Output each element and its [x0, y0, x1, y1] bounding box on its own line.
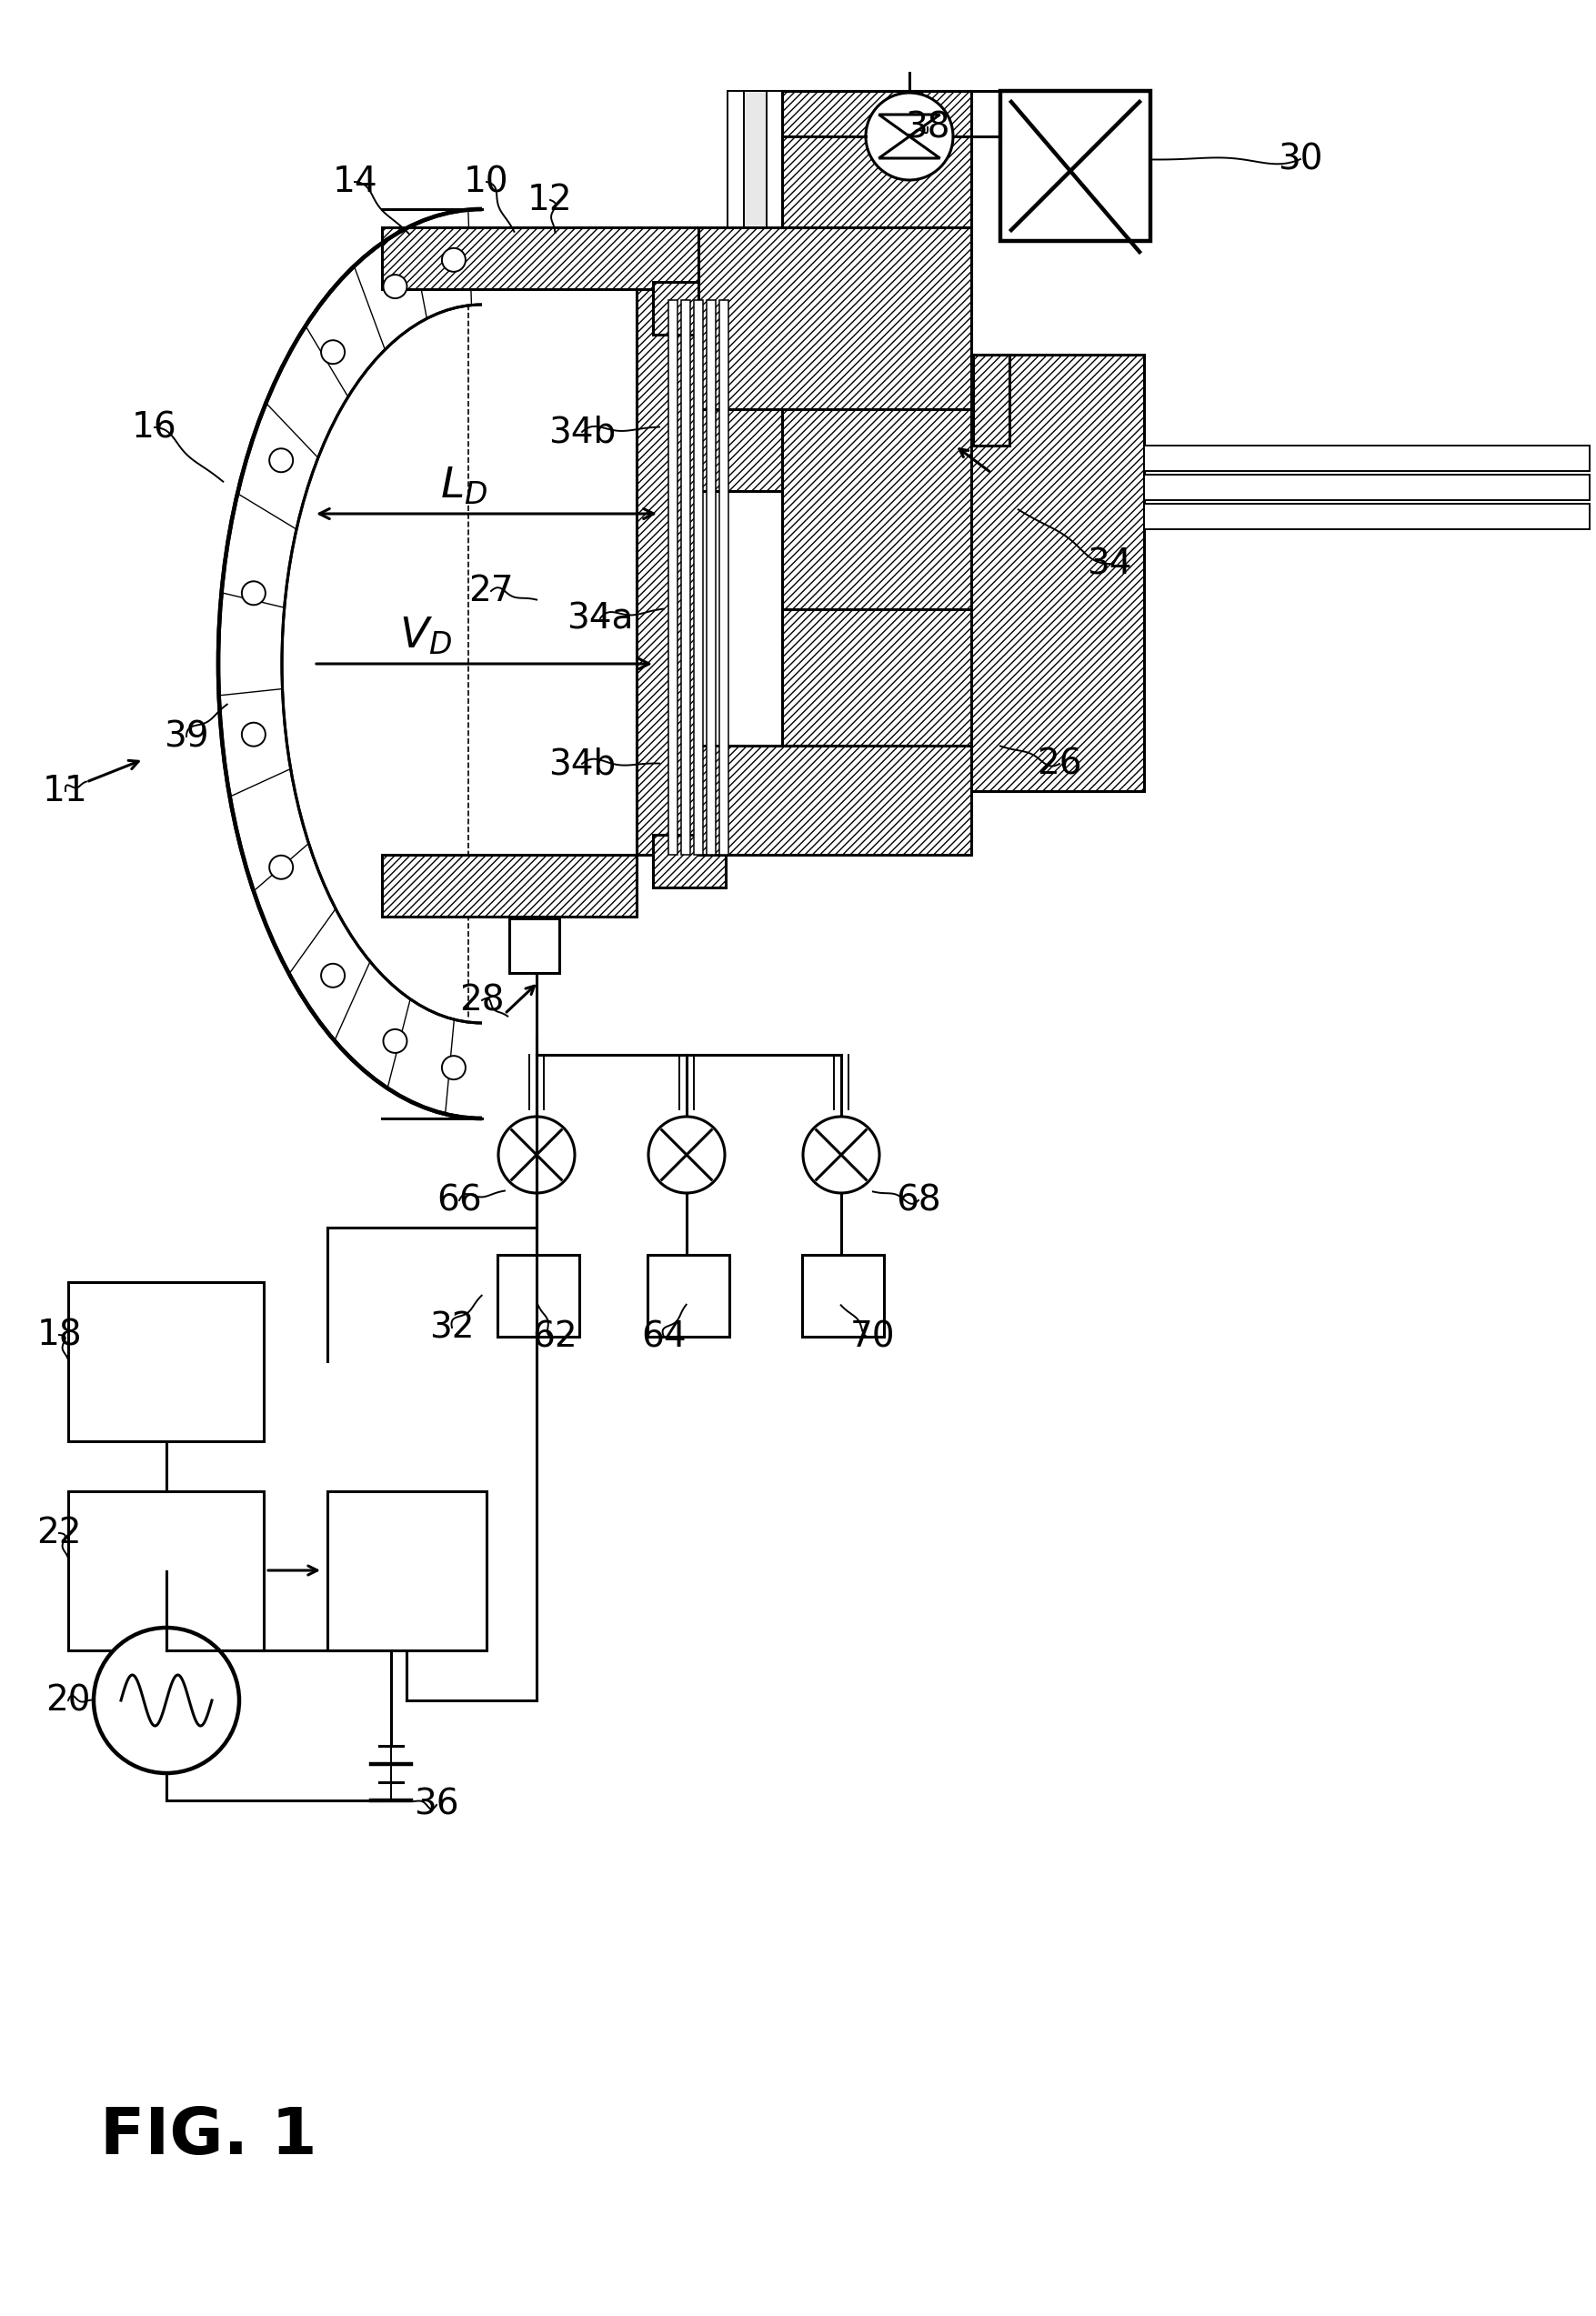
Bar: [694, 301, 702, 855]
Text: 30: 30: [1278, 141, 1323, 176]
Bar: [637, 290, 699, 855]
Bar: [381, 227, 701, 290]
Text: FIG. 1: FIG. 1: [101, 2105, 318, 2168]
Bar: [728, 90, 782, 227]
Text: 10: 10: [464, 164, 509, 199]
Text: 34: 34: [1087, 547, 1132, 581]
Text: 34a: 34a: [567, 602, 634, 635]
Text: 34b: 34b: [549, 415, 616, 449]
Circle shape: [442, 1056, 466, 1079]
Text: 70: 70: [851, 1320, 895, 1355]
Circle shape: [498, 1116, 575, 1193]
Text: $L_D$: $L_D$: [440, 466, 487, 507]
Circle shape: [270, 855, 294, 880]
Text: 39: 39: [164, 720, 209, 753]
Text: $V_D$: $V_D$: [399, 616, 452, 658]
Circle shape: [442, 248, 466, 271]
Text: 66: 66: [437, 1183, 482, 1218]
Bar: [509, 919, 559, 973]
Bar: [782, 90, 972, 227]
Text: 36: 36: [413, 1788, 460, 1823]
Bar: [498, 1255, 579, 1336]
Bar: [707, 301, 715, 855]
Circle shape: [803, 1116, 879, 1193]
Polygon shape: [879, 137, 940, 157]
Bar: [648, 1255, 729, 1336]
Bar: [782, 410, 974, 609]
Bar: [69, 1283, 263, 1441]
Text: 14: 14: [332, 164, 377, 199]
Bar: [974, 354, 1009, 445]
Bar: [653, 834, 726, 887]
Bar: [653, 283, 726, 334]
Circle shape: [648, 1116, 725, 1193]
Circle shape: [865, 93, 953, 181]
Bar: [1001, 90, 1151, 241]
Circle shape: [241, 581, 265, 604]
Bar: [782, 609, 974, 746]
Text: 28: 28: [460, 982, 504, 1017]
Bar: [744, 90, 766, 227]
Bar: [1144, 445, 1590, 470]
Text: 26: 26: [1037, 746, 1082, 780]
Text: 64: 64: [642, 1320, 686, 1355]
Bar: [803, 1255, 884, 1336]
Bar: [699, 227, 972, 410]
Text: 32: 32: [429, 1311, 474, 1346]
Bar: [681, 301, 689, 855]
Text: 12: 12: [528, 183, 573, 218]
Bar: [381, 855, 637, 917]
Bar: [1144, 475, 1590, 500]
Bar: [327, 1492, 487, 1651]
Polygon shape: [879, 113, 940, 137]
Bar: [720, 301, 728, 855]
Circle shape: [383, 1028, 407, 1054]
Circle shape: [321, 340, 345, 364]
Circle shape: [321, 963, 345, 987]
Bar: [669, 301, 678, 855]
Bar: [701, 410, 782, 491]
Text: 68: 68: [895, 1183, 942, 1218]
Circle shape: [270, 449, 294, 472]
Bar: [69, 1492, 263, 1651]
Text: 16: 16: [132, 410, 177, 445]
Text: 27: 27: [469, 574, 514, 609]
Text: 38: 38: [905, 111, 950, 144]
Bar: [972, 354, 1144, 792]
Text: 22: 22: [37, 1515, 81, 1549]
Bar: [699, 746, 972, 855]
Text: 11: 11: [43, 774, 88, 808]
Circle shape: [94, 1628, 239, 1774]
Text: 62: 62: [531, 1320, 578, 1355]
Circle shape: [383, 276, 407, 299]
Circle shape: [241, 723, 265, 746]
Bar: [1144, 505, 1590, 530]
Text: 20: 20: [46, 1684, 91, 1718]
Text: 34b: 34b: [549, 746, 616, 780]
Text: 18: 18: [37, 1318, 81, 1353]
